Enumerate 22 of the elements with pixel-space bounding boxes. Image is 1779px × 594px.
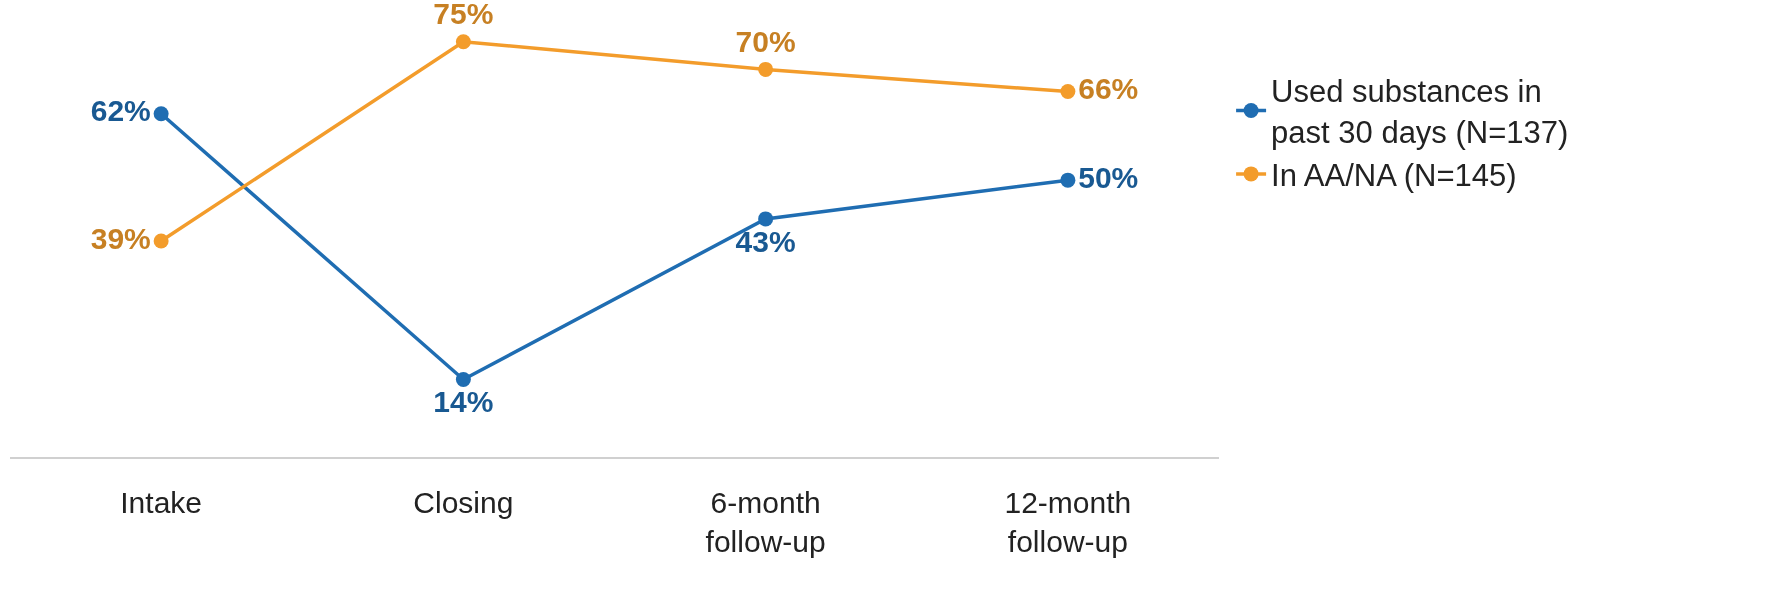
point <box>153 233 169 249</box>
point <box>455 371 471 387</box>
x-tick-label: 6-month follow-up <box>705 485 826 558</box>
point <box>455 34 471 50</box>
x-tick-label: 12-month follow-up <box>1004 485 1132 558</box>
data-label: 14% <box>433 385 494 419</box>
point <box>1060 172 1076 188</box>
legend-label: In AA/NA (N=145) <box>1271 157 1517 193</box>
data-label: 70% <box>735 24 796 58</box>
x-tick-label: Intake <box>120 485 202 519</box>
data-label: 39% <box>90 221 151 255</box>
point <box>758 61 774 77</box>
point <box>153 106 169 122</box>
x-tick-label: Closing <box>413 485 514 519</box>
point <box>1060 84 1076 100</box>
data-label: 50% <box>1078 160 1139 194</box>
data-label: 43% <box>735 224 796 258</box>
data-label: 75% <box>433 0 494 30</box>
point <box>758 211 774 227</box>
data-label: 66% <box>1078 72 1139 106</box>
data-label: 62% <box>90 94 151 128</box>
legend-label: Used substances in past 30 days (N=137) <box>1271 74 1569 150</box>
